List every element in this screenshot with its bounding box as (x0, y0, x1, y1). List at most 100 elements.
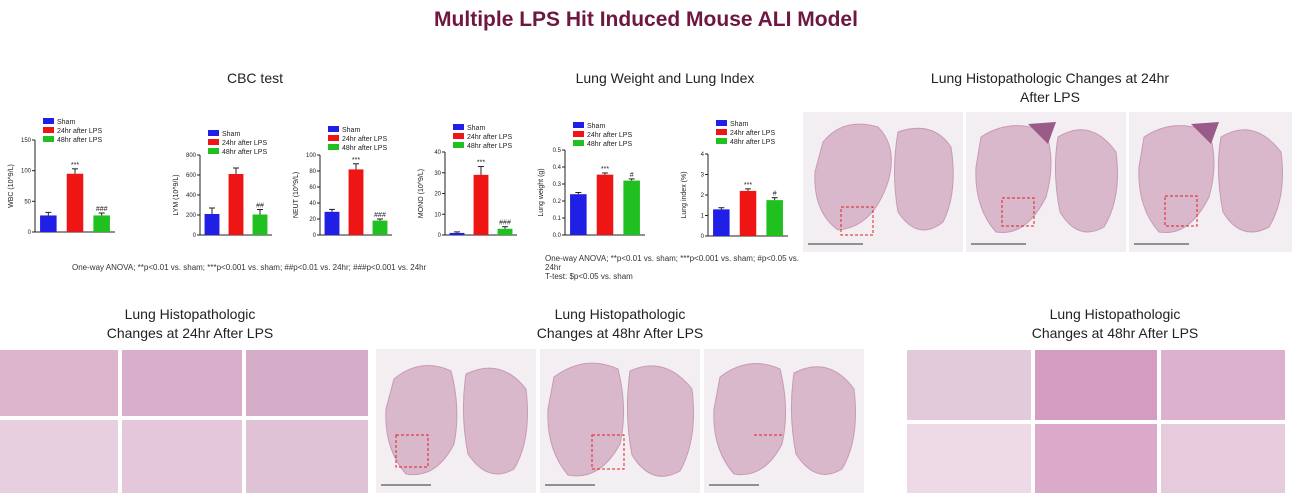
bar (623, 180, 640, 235)
y-tick-label: 0.4 (553, 165, 562, 171)
y-tick-label: 80 (309, 169, 316, 175)
histology-tile (0, 420, 118, 493)
legend-label: 48hr after LPS (587, 141, 632, 148)
histo-48hr-heading: Lung Histopathologic Changes at 48hr Aft… (490, 305, 750, 343)
y-tick-label: 200 (186, 213, 197, 219)
y-tick-label: 400 (186, 193, 197, 199)
heading-line: After LPS (1020, 89, 1080, 105)
y-tick-label: 30 (434, 171, 441, 177)
lung-section-image (540, 349, 700, 493)
heading-line: Changes at 48hr After LPS (1031, 325, 1199, 341)
legend-swatch (43, 118, 54, 124)
y-tick-label: 100 (306, 153, 317, 159)
significance-label: ### (499, 220, 511, 227)
heading-line: Lung Histopathologic Changes at 24hr (930, 70, 1170, 86)
histology-tile (907, 424, 1031, 493)
histology-tile (246, 420, 368, 493)
legend-swatch (208, 139, 219, 145)
legend-swatch (208, 148, 219, 154)
bar (570, 194, 587, 235)
bar (348, 169, 364, 235)
bar (40, 215, 57, 232)
bar (739, 190, 757, 236)
histology-tile (907, 350, 1031, 420)
legend-swatch (328, 144, 339, 150)
legend-label: Sham (467, 125, 485, 132)
histology-tile (122, 350, 242, 416)
lung-section-image (704, 349, 864, 493)
y-axis-label: LYM (10^9/L) (173, 174, 180, 215)
legend-label: Sham (730, 121, 748, 128)
y-tick-label: 4 (701, 152, 705, 158)
y-tick-label: 0.5 (553, 148, 562, 154)
significance-label: *** (71, 162, 79, 169)
significance-label: *** (744, 182, 752, 189)
significance-label: ### (96, 206, 108, 213)
y-tick-label: 40 (309, 201, 316, 207)
legend-swatch (328, 135, 339, 141)
y-tick-label: 0.3 (553, 182, 562, 188)
y-axis-label: MONO (10^9/L) (418, 169, 425, 218)
histo-24hr-heading: Lung Histopathologic Changes at 24hr Aft… (880, 69, 1220, 107)
y-axis-label: Lung weight (g) (538, 168, 545, 216)
heading-line: Lung Histopathologic (1049, 306, 1181, 322)
legend-swatch (453, 142, 464, 148)
footnote-line: One-way ANOVA; **p<0.01 vs. sham; ***p<0… (545, 254, 799, 272)
y-tick-label: 40 (434, 150, 441, 156)
legend-swatch (716, 138, 727, 144)
heading-line: Changes at 48hr After LPS (536, 325, 704, 341)
legend-label: Sham (587, 123, 605, 130)
y-tick-label: 0 (28, 230, 32, 236)
lung-section-image (1129, 112, 1292, 252)
legend-label: 24hr after LPS (342, 136, 387, 143)
histology-tile (1161, 424, 1285, 493)
heading-line: Changes at 24hr After LPS (106, 325, 274, 341)
histo-48hr-zoom-heading: Lung Histopathologic Changes at 48hr Aft… (985, 305, 1245, 343)
bar (204, 214, 220, 235)
y-tick-label: 0 (438, 233, 442, 239)
legend-label: 48hr after LPS (57, 137, 102, 144)
legend-label: 48hr after LPS (730, 139, 775, 146)
significance-label: *** (352, 157, 360, 164)
y-tick-label: 0 (313, 233, 317, 239)
y-tick-label: 50 (24, 199, 31, 205)
cbc-footnote: One-way ANOVA; **p<0.01 vs. sham; ***p<0… (72, 263, 427, 272)
lung-footnote: One-way ANOVA; **p<0.01 vs. sham; ***p<0… (545, 254, 805, 281)
legend-label: 24hr after LPS (57, 128, 102, 135)
y-tick-label: 60 (309, 185, 316, 191)
legend-label: 24hr after LPS (730, 130, 775, 137)
bar (372, 220, 388, 235)
y-axis-label: NEUT (10^9/L) (293, 172, 300, 218)
y-tick-label: 2 (701, 193, 705, 199)
legend-label: 24hr after LPS (222, 140, 267, 147)
y-axis-label: Lung index (%) (681, 171, 688, 218)
legend-swatch (573, 140, 584, 146)
lung-section-image (966, 112, 1126, 252)
significance-label: # (630, 172, 634, 179)
bar (252, 214, 268, 235)
heading-line: Lung Histopathologic (124, 306, 256, 322)
y-tick-label: 100 (21, 169, 32, 175)
y-tick-label: 600 (186, 173, 197, 179)
legend-swatch (573, 131, 584, 137)
legend-swatch (573, 122, 584, 128)
legend-swatch (453, 124, 464, 130)
heading-line: Lung Histopathologic (554, 306, 686, 322)
histology-tile (0, 350, 118, 416)
histology-tile (1035, 350, 1157, 420)
y-tick-label: 150 (21, 138, 32, 144)
bar (449, 232, 465, 235)
bar (473, 174, 489, 235)
footnote-line: T-test: $p<0.05 vs. sham (545, 272, 633, 281)
histo-24hr-zoom-heading: Lung Histopathologic Changes at 24hr Aft… (60, 305, 320, 343)
legend-swatch (716, 120, 727, 126)
bar (713, 209, 730, 236)
y-tick-label: 10 (434, 212, 441, 218)
y-tick-label: 20 (434, 192, 441, 198)
legend-swatch (453, 133, 464, 139)
legend-swatch (43, 127, 54, 133)
lung-weight-heading: Lung Weight and Lung Index (575, 70, 755, 86)
bar (228, 174, 244, 235)
page-title: Multiple LPS Hit Induced Mouse ALI Model (434, 8, 858, 31)
